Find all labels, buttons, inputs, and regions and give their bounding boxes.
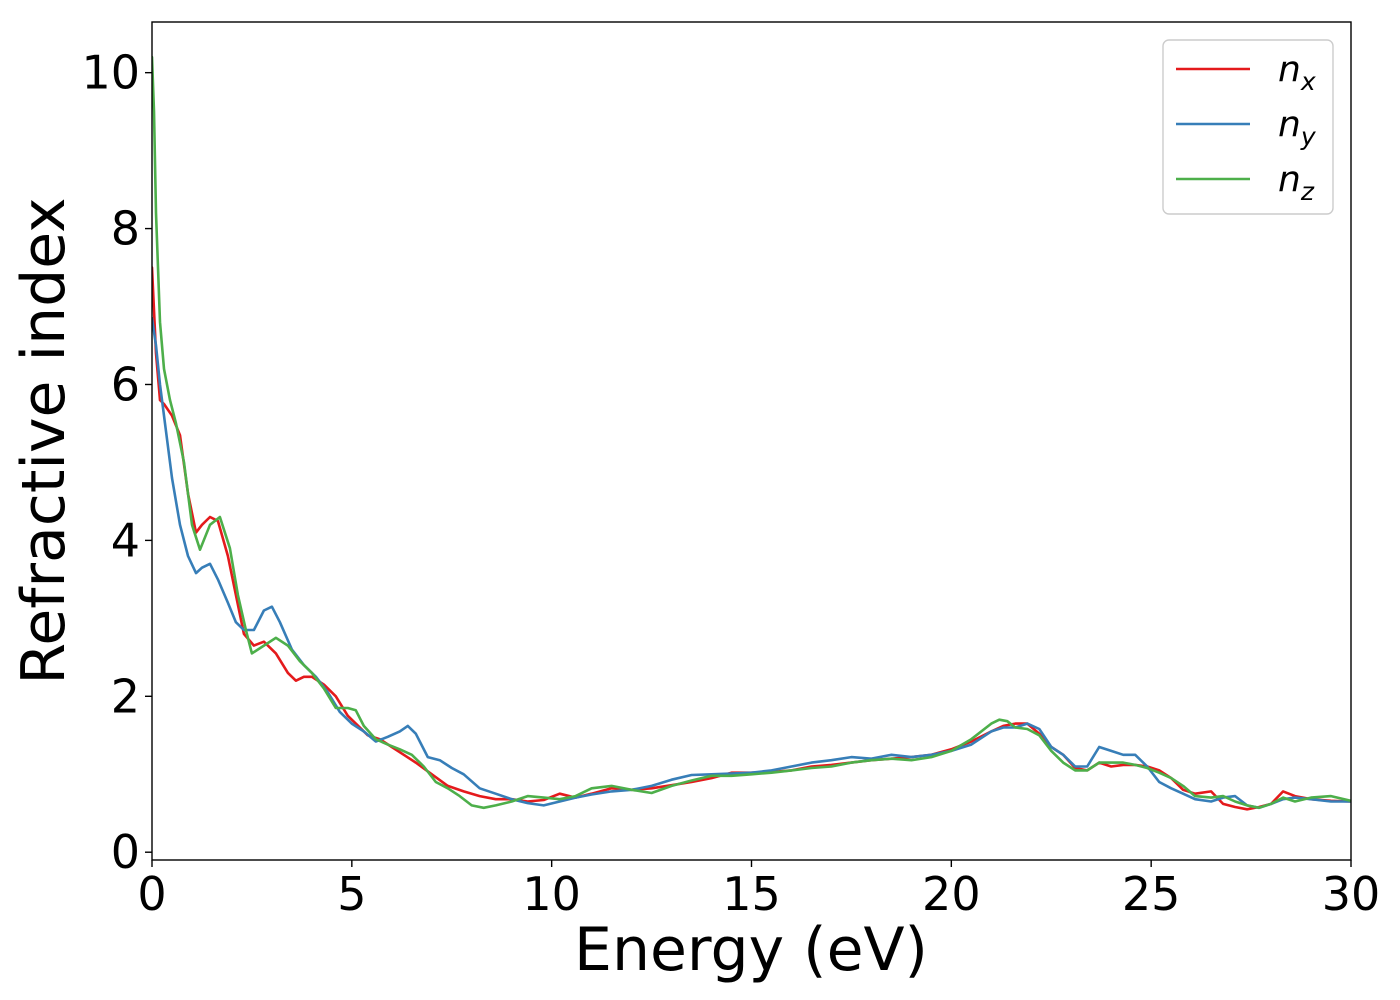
y-tick-label: 8	[111, 202, 140, 256]
x-tick-label: 5	[337, 867, 366, 921]
x-tick-label: 25	[1122, 867, 1181, 921]
y-tick-label: 10	[81, 46, 140, 100]
x-tick-label: 10	[522, 867, 581, 921]
y-tick-label: 6	[111, 357, 140, 411]
x-tick-label: 20	[922, 867, 981, 921]
series-line-n-z	[152, 55, 1351, 810]
legend-label-y: ny	[1278, 104, 1317, 151]
x-tick-label: 15	[722, 867, 781, 921]
x-tick-label: 30	[1322, 867, 1381, 921]
legend-label-x: nx	[1278, 49, 1316, 96]
x-axis-ticks: 0 5 10 15 20 25 30	[137, 860, 1380, 921]
series-layer	[152, 55, 1351, 811]
legend-items: nx ny nz	[1176, 49, 1317, 206]
legend-box	[1162, 39, 1334, 215]
legend-label-z: nz	[1278, 159, 1315, 206]
x-tick-label: 0	[137, 867, 166, 921]
y-tick-label: 4	[111, 513, 140, 567]
legend: nx ny nz	[1162, 39, 1334, 215]
y-tick-label: 0	[111, 825, 140, 879]
x-axis-title: Energy (eV)	[574, 915, 928, 985]
y-axis-ticks: 0 2 4 6 8 10	[81, 46, 152, 879]
y-axis-title: Refractive index	[9, 197, 79, 684]
y-tick-label: 2	[111, 669, 140, 723]
